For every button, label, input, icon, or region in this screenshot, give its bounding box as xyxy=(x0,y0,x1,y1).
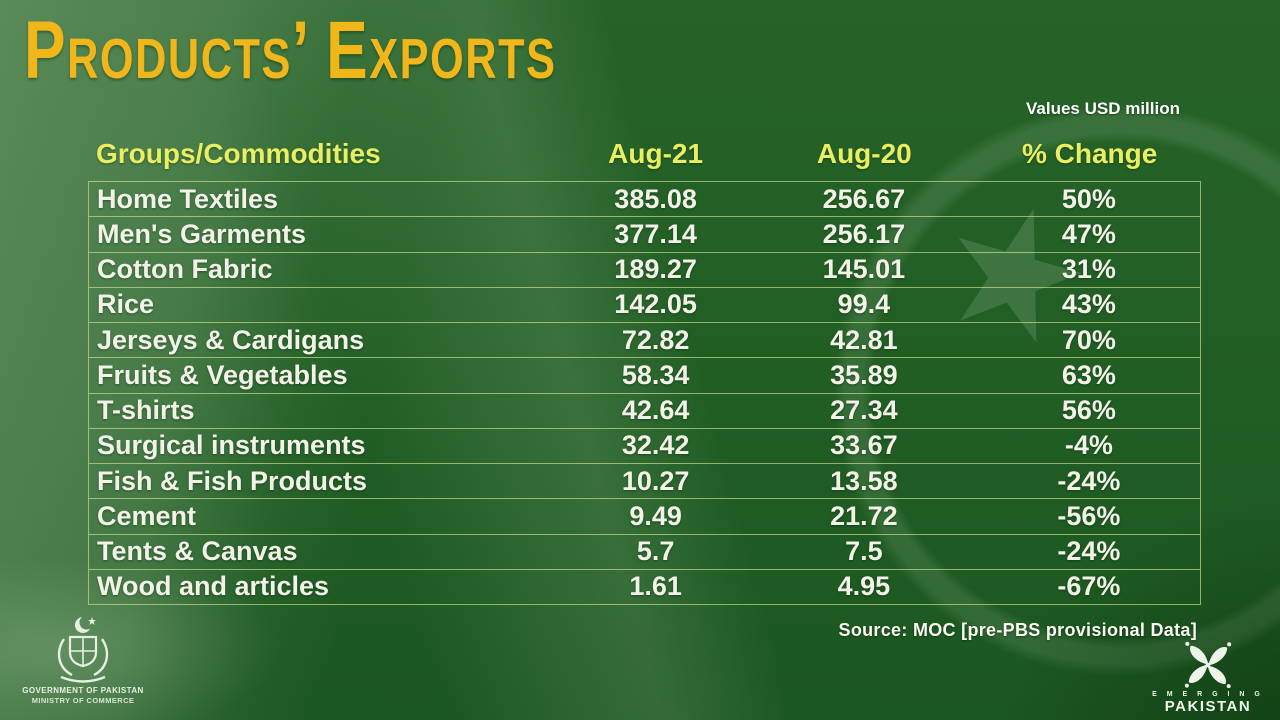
aug21-cell: 10.27 xyxy=(621,465,690,496)
emerging-label: E M E R G I N G xyxy=(1152,691,1264,698)
commodity-cell: Cement xyxy=(97,500,197,531)
column-header-change: % Change xyxy=(1021,138,1158,169)
aug21-cell: 32.42 xyxy=(621,430,690,461)
pakistan-state-emblem-icon xyxy=(57,617,109,683)
aug20-cell: 4.95 xyxy=(837,571,891,602)
aug20-cell: 7.5 xyxy=(845,536,883,567)
table-row: Wood and articles 1.61 4.95 -67% xyxy=(89,568,1200,604)
exports-table: Home Textiles 385.08 256.67 50% Men's Ga… xyxy=(88,181,1201,605)
change-cell: 70% xyxy=(1061,324,1116,355)
aug20-cell: 21.72 xyxy=(830,500,898,531)
column-header-commodities: Groups/Commodities xyxy=(96,138,381,169)
table-row: Jerseys & Cardigans 72.82 42.81 70% xyxy=(89,322,1200,357)
government-label: GOVERNMENT OF PAKISTAN xyxy=(22,686,144,695)
aug21-cell: 72.82 xyxy=(621,324,690,355)
commodity-cell: Jerseys & Cardigans xyxy=(97,324,365,355)
commodity-cell: Rice xyxy=(97,289,155,320)
aug21-cell: 189.27 xyxy=(614,254,697,285)
column-header-aug21: Aug-21 xyxy=(608,138,704,169)
commodity-cell: Fish & Fish Products xyxy=(97,465,368,496)
aug21-cell: 58.34 xyxy=(621,359,690,390)
change-cell: -24% xyxy=(1057,536,1121,567)
table-row: Tents & Canvas 5.7 7.5 -24% xyxy=(89,533,1200,569)
table-row: Surgical instruments 32.42 33.67 -4% xyxy=(89,427,1200,463)
aug21-cell: 377.14 xyxy=(614,218,697,249)
table-row: Men's Garments 377.14 256.17 47% xyxy=(89,216,1200,251)
change-cell: 56% xyxy=(1061,395,1116,426)
table-row: T-shirts 42.64 27.34 56% xyxy=(89,392,1200,428)
commodity-cell: Cotton Fabric xyxy=(97,254,273,285)
change-cell: 50% xyxy=(1061,183,1116,214)
table-row: Fruits & Vegetables 58.34 35.89 63% xyxy=(89,357,1200,392)
aug21-cell: 9.49 xyxy=(629,500,682,531)
change-cell: -24% xyxy=(1057,465,1121,496)
aug20-cell: 13.58 xyxy=(830,465,898,496)
change-cell: -4% xyxy=(1064,430,1113,461)
table-row: Cotton Fabric 189.27 145.01 31% xyxy=(89,251,1200,287)
pakistan-label: PAKISTAN xyxy=(1164,698,1252,716)
unit-note: Values USD million xyxy=(1026,99,1180,118)
aug20-cell: 35.89 xyxy=(830,359,898,390)
table-row: Fish & Fish Products 10.27 13.58 -24% xyxy=(89,463,1200,498)
aug21-cell: 385.08 xyxy=(614,183,697,214)
change-cell: 47% xyxy=(1061,218,1116,249)
table-row: Cement 9.49 21.72 -56% xyxy=(89,498,1200,533)
commodity-cell: Surgical instruments xyxy=(97,430,366,461)
government-of-pakistan-block: GOVERNMENT OF PAKISTAN MINISTRY OF COMME… xyxy=(8,614,158,705)
aug21-cell: 142.05 xyxy=(614,289,697,320)
aug20-cell: 256.17 xyxy=(822,218,906,249)
aug21-cell: 42.64 xyxy=(621,395,690,426)
change-cell: 63% xyxy=(1061,359,1116,390)
table-row: Home Textiles 385.08 256.67 50% xyxy=(89,182,1200,216)
page-title: Products’ Exports xyxy=(24,5,557,96)
change-cell: -67% xyxy=(1057,571,1121,602)
table-header-row: Groups/Commodities Aug-21 Aug-20 % Chang… xyxy=(88,130,1201,178)
aug20-cell: 256.67 xyxy=(822,183,906,214)
change-cell: 31% xyxy=(1061,254,1116,285)
commodity-cell: Tents & Canvas xyxy=(97,536,298,567)
emerging-pakistan-logo-icon xyxy=(1184,641,1232,689)
aug20-cell: 33.67 xyxy=(830,430,898,461)
commodity-cell: Home Textiles xyxy=(97,183,279,214)
commodity-cell: Men's Garments xyxy=(97,218,306,249)
table-row: Rice 142.05 99.4 43% xyxy=(89,286,1200,322)
aug20-cell: 99.4 xyxy=(837,289,891,320)
emerging-pakistan-block: E M E R G I N G PAKISTAN xyxy=(1150,640,1266,716)
commodity-cell: T-shirts xyxy=(97,395,195,426)
change-cell: -56% xyxy=(1057,500,1121,531)
aug21-cell: 5.7 xyxy=(636,536,675,567)
aug20-cell: 42.81 xyxy=(830,324,898,355)
ministry-label: MINISTRY OF COMMERCE xyxy=(31,696,135,706)
aug20-cell: 27.34 xyxy=(830,395,898,426)
source-note: Source: MOC [pre-PBS provisional Data] xyxy=(838,620,1197,640)
change-cell: 43% xyxy=(1061,289,1116,320)
column-header-aug20: Aug-20 xyxy=(816,138,912,169)
commodity-cell: Wood and articles xyxy=(97,571,330,602)
aug21-cell: 1.61 xyxy=(629,571,682,602)
commodity-cell: Fruits & Vegetables xyxy=(97,359,348,390)
aug20-cell: 145.01 xyxy=(822,254,906,285)
